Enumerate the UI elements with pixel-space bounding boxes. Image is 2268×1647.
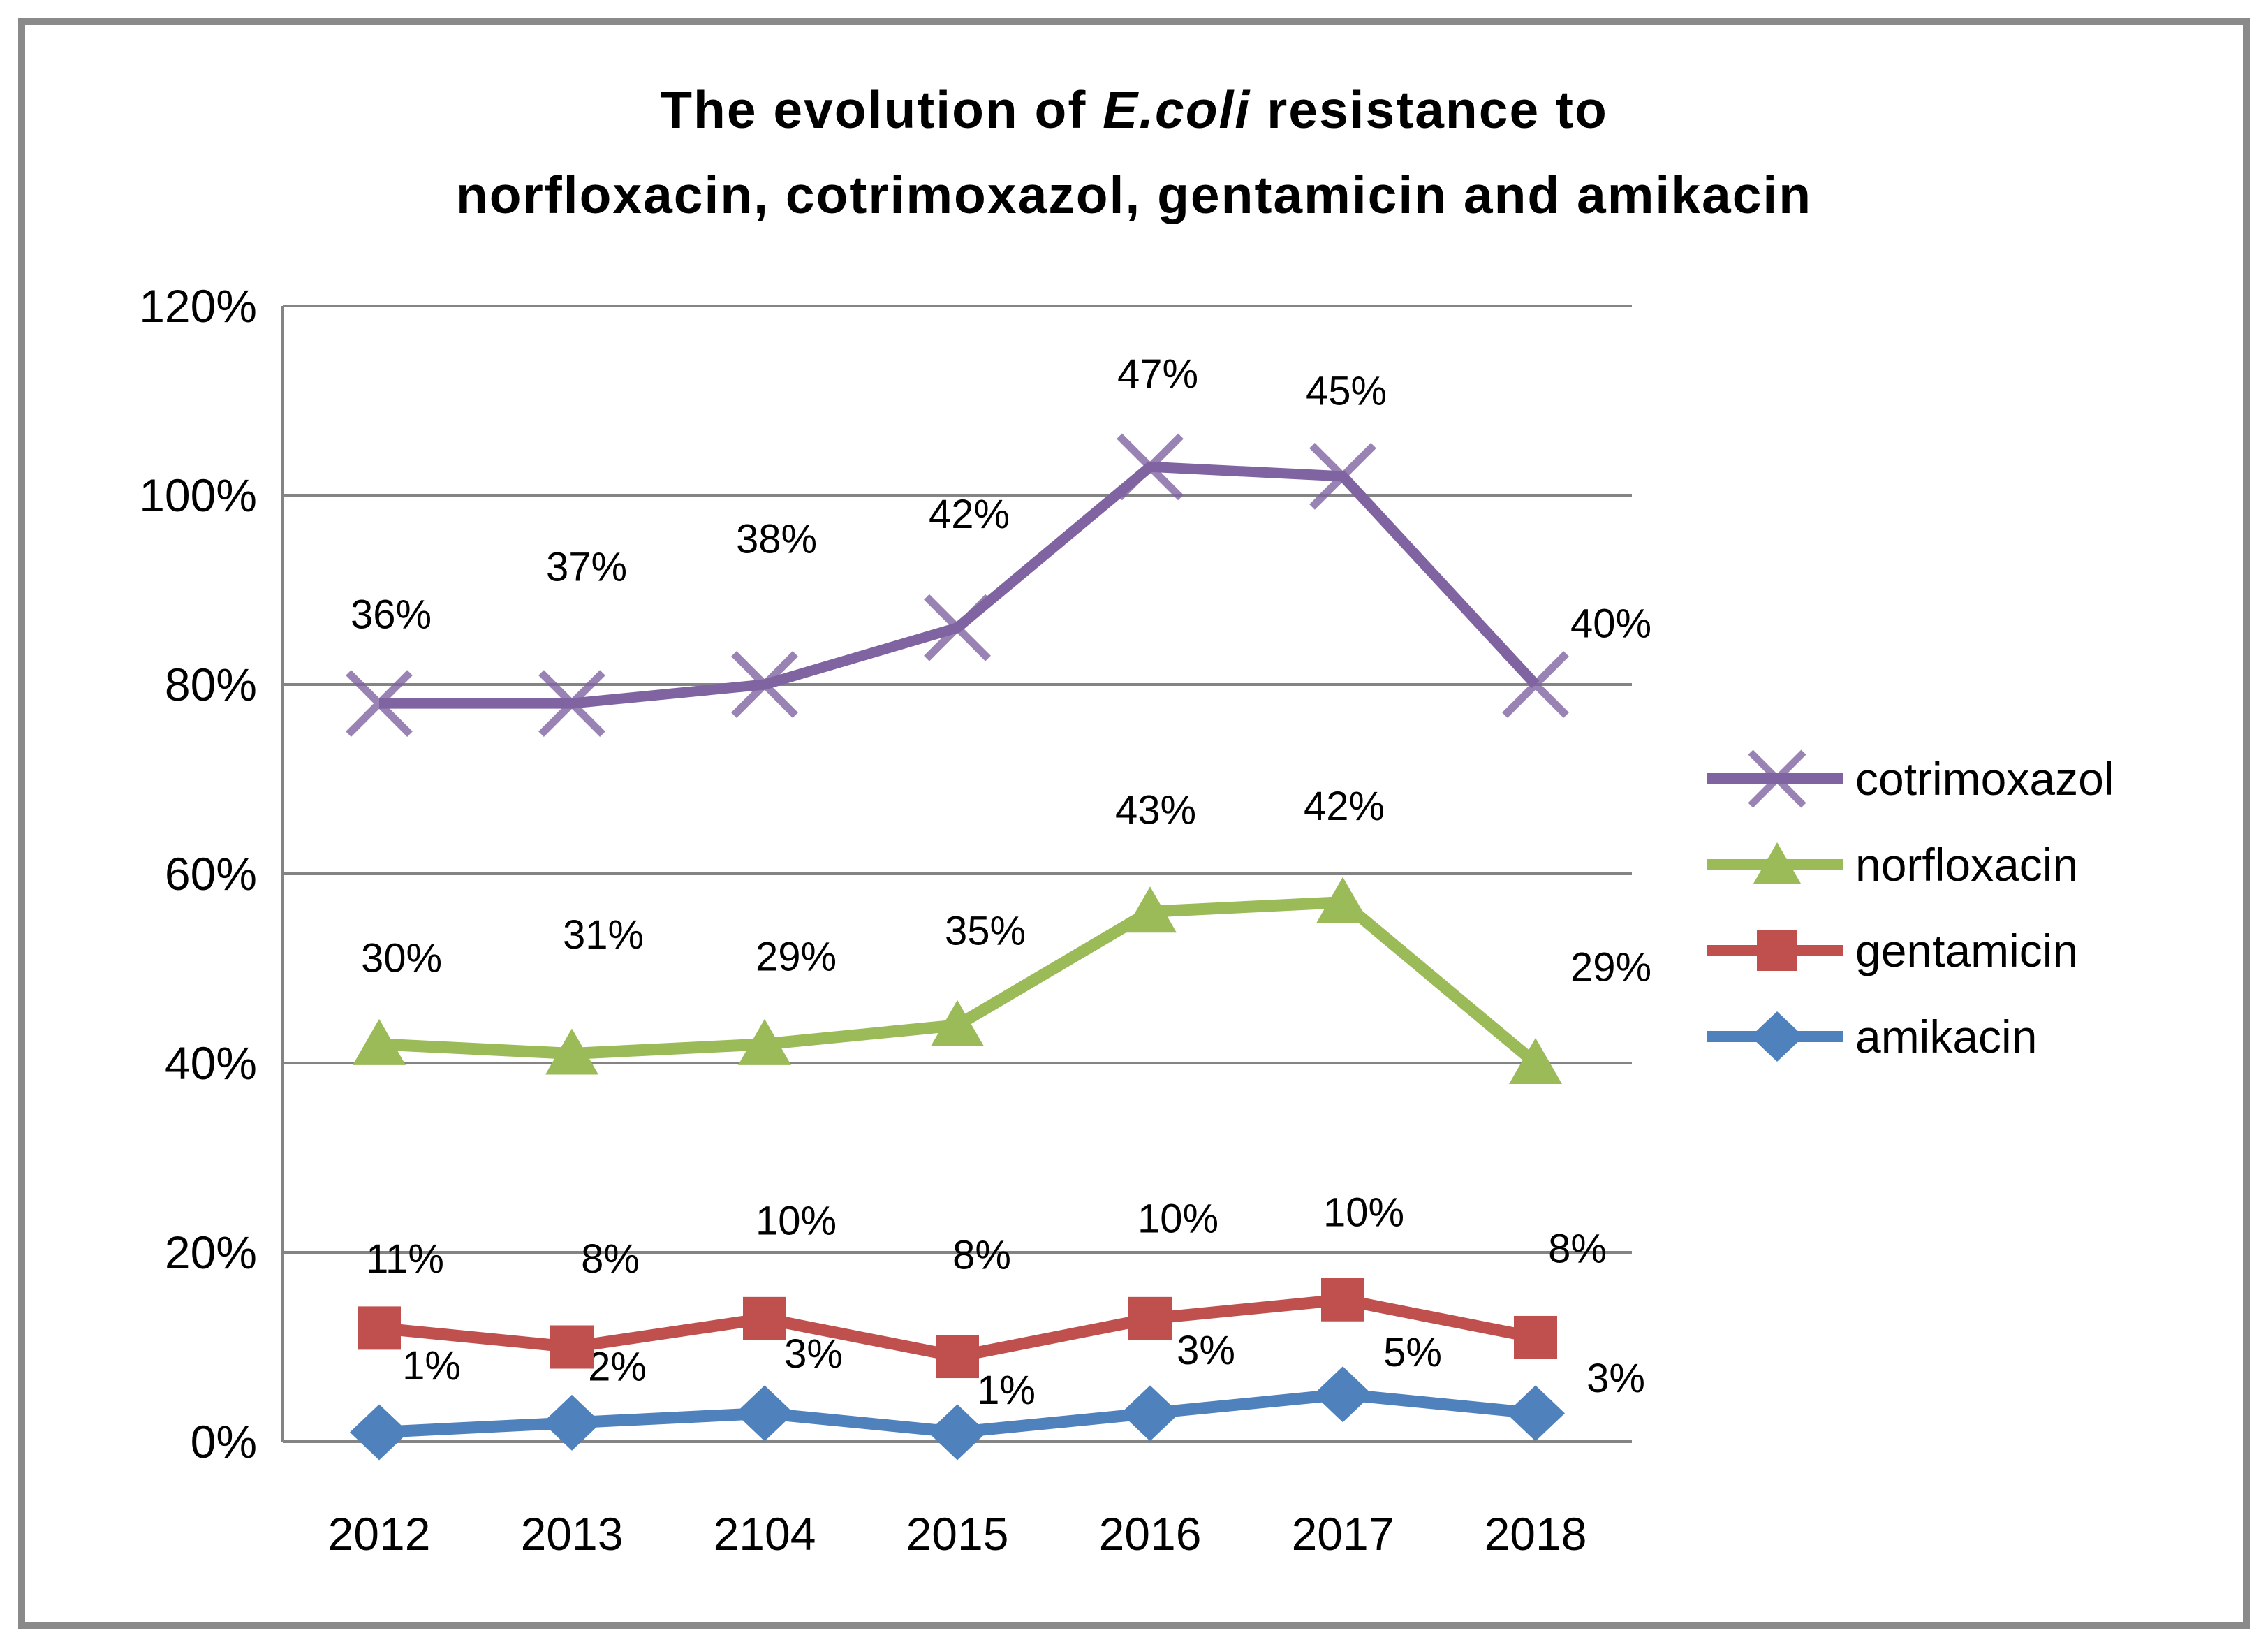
marker-triangle: [353, 1018, 406, 1065]
data-label-norfloxacin: 43%: [1115, 788, 1196, 833]
marker-square: [358, 1306, 401, 1350]
marker-triangle: [545, 1028, 598, 1075]
marker-diamond: [350, 1404, 408, 1461]
marker-triangle: [1509, 1038, 1562, 1084]
data-label-amikacin: 2%: [588, 1344, 647, 1389]
y-tick-label: 100%: [139, 469, 257, 521]
marker-diamond: [1506, 1385, 1565, 1442]
x-tick-label: 2012: [328, 1508, 431, 1560]
data-label-gentamicin: 8%: [1548, 1226, 1607, 1271]
legend-key-icon-diamond: [1707, 1011, 1843, 1062]
marker-x: [346, 670, 413, 737]
data-label-amikacin: 1%: [402, 1343, 461, 1389]
marker-triangle: [931, 1000, 984, 1046]
marker-square: [1514, 1315, 1557, 1359]
legend-label: gentamicin: [1855, 925, 2079, 976]
data-label-norfloxacin: 42%: [1304, 784, 1385, 829]
marker-x: [731, 651, 798, 718]
y-tick-label: 40%: [165, 1037, 257, 1089]
data-label-gentamicin: 10%: [1137, 1196, 1218, 1241]
data-label-cotrimoxazol: 47%: [1117, 351, 1198, 397]
legend-label: norfloxacin: [1855, 839, 2079, 891]
legend-entry-cotrimoxazol: cotrimoxazol: [1707, 744, 2114, 814]
legend-label: cotrimoxazol: [1855, 753, 2114, 805]
y-tick-label: 120%: [139, 280, 257, 332]
marker-x: [1502, 651, 1569, 718]
data-label-gentamicin: 10%: [1323, 1190, 1404, 1235]
x-tick-label: 2013: [521, 1508, 624, 1560]
marker-square: [550, 1325, 594, 1369]
marker-x: [924, 594, 991, 661]
title-text-normal2: resistance to: [1251, 80, 1608, 139]
data-label-cotrimoxazol: 36%: [351, 592, 432, 638]
data-label-norfloxacin: 29%: [1570, 945, 1651, 990]
data-label-norfloxacin: 35%: [945, 908, 1026, 953]
y-tick-label: 0%: [191, 1416, 257, 1467]
data-label-amikacin: 1%: [977, 1368, 1036, 1413]
title-text-normal: The evolution of: [660, 80, 1103, 139]
data-label-cotrimoxazol: 40%: [1570, 601, 1651, 647]
marker-x: [538, 670, 605, 737]
data-label-amikacin: 3%: [1586, 1356, 1645, 1401]
marker-diamond: [928, 1404, 987, 1461]
data-label-gentamicin: 8%: [581, 1236, 640, 1282]
x-tick-label: 2015: [906, 1508, 1009, 1560]
data-label-amikacin: 5%: [1383, 1330, 1442, 1375]
data-label-cotrimoxazol: 37%: [546, 545, 627, 590]
marker-square: [1128, 1296, 1172, 1340]
marker-x: [1117, 433, 1184, 501]
legend-key-icon-triangle: [1707, 842, 1843, 884]
data-label-cotrimoxazol: 42%: [929, 492, 1010, 537]
y-tick-label: 80%: [165, 659, 257, 710]
marker-square: [936, 1335, 979, 1379]
data-label-cotrimoxazol: 38%: [736, 517, 817, 562]
chart-title-line2: norfloxacin, cotrimoxazol, gentamicin an…: [455, 166, 1813, 224]
x-tick-label: 2017: [1292, 1508, 1394, 1560]
legend-label: amikacin: [1855, 1011, 2038, 1062]
data-label-gentamicin: 11%: [366, 1236, 444, 1282]
data-label-norfloxacin: 29%: [756, 934, 837, 979]
x-tick-label: 2018: [1485, 1508, 1587, 1560]
chart-title-line1: The evolution of E.coli resistance to: [0, 67, 2268, 152]
y-tick-label: 20%: [165, 1227, 257, 1278]
legend-entry-amikacin: amikacin: [1707, 1002, 2037, 1071]
marker-triangle: [738, 1018, 791, 1065]
x-tick-label: 2104: [714, 1508, 816, 1560]
marker-diamond: [1121, 1385, 1179, 1442]
marker-triangle: [1124, 886, 1177, 933]
data-label-gentamicin: 8%: [952, 1233, 1011, 1278]
legend-key-icon-square: [1707, 930, 1843, 971]
data-label-norfloxacin: 30%: [361, 935, 442, 981]
marker-x: [1309, 443, 1376, 510]
data-label-amikacin: 3%: [1177, 1328, 1235, 1373]
legend-entry-norfloxacin: norfloxacin: [1707, 830, 2078, 900]
chart-title: The evolution of E.coli resistance to no…: [0, 67, 2268, 237]
marker-square: [1321, 1278, 1364, 1322]
marker-diamond: [543, 1394, 601, 1451]
y-tick-label: 60%: [165, 848, 257, 900]
x-tick-label: 2016: [1099, 1508, 1202, 1560]
marker-diamond: [735, 1385, 794, 1442]
data-label-norfloxacin: 31%: [563, 912, 644, 958]
marker-triangle: [1316, 877, 1369, 923]
legend-entry-gentamicin: gentamicin: [1707, 916, 2078, 986]
legend: cotrimoxazol norfloxacin gentamicin amikaci…: [1707, 0, 2238, 1647]
data-label-amikacin: 3%: [784, 1331, 843, 1377]
legend-key-icon-x: [1707, 749, 1843, 808]
chart-outer-border: [18, 18, 2250, 1629]
marker-diamond: [1313, 1366, 1372, 1423]
data-label-gentamicin: 10%: [756, 1198, 837, 1243]
title-text-italic: E.coli: [1103, 80, 1251, 139]
marker-square: [743, 1296, 786, 1340]
data-label-cotrimoxazol: 45%: [1306, 368, 1387, 413]
